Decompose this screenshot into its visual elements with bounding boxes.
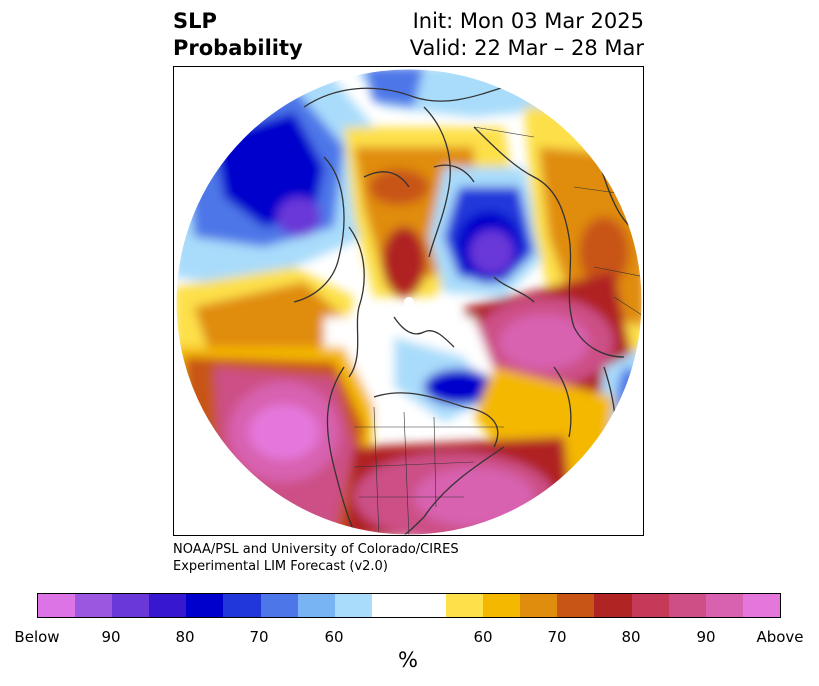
colorbar-segment bbox=[334, 594, 372, 617]
colorbar-segment bbox=[223, 594, 261, 617]
colorbar-tick-80-below: 80 bbox=[175, 628, 195, 646]
title-right: Init: Mon 03 Mar 2025 Valid: 22 Mar – 28… bbox=[410, 8, 644, 62]
colorbar-tick-above: Above bbox=[756, 628, 804, 646]
colorbar-segment bbox=[668, 594, 706, 617]
title-left: SLP Probability bbox=[173, 8, 303, 62]
colorbar-unit: % bbox=[398, 648, 418, 672]
colorbar-tick-70-above: 70 bbox=[547, 628, 567, 646]
colorbar-tick-90-below: 90 bbox=[101, 628, 121, 646]
title-type: Probability bbox=[173, 36, 303, 60]
colorbar-tick-90-above: 90 bbox=[696, 628, 716, 646]
colorbar-segment bbox=[371, 594, 447, 617]
colorbar-segment bbox=[742, 594, 780, 617]
colorbar-segment bbox=[38, 594, 76, 617]
credit-line-2: Experimental LIM Forecast (v2.0) bbox=[173, 559, 388, 574]
colorbar-tick-60-above: 60 bbox=[473, 628, 493, 646]
valid-range: Valid: 22 Mar – 28 Mar bbox=[409, 36, 644, 60]
map-panel bbox=[173, 66, 644, 536]
colorbar-tick-80-above: 80 bbox=[621, 628, 641, 646]
colorbar-segment bbox=[297, 594, 335, 617]
colorbar-segment bbox=[483, 594, 521, 617]
colorbar-segment bbox=[112, 594, 150, 617]
init-date: Init: Mon 03 Mar 2025 bbox=[412, 9, 644, 33]
colorbar-segment bbox=[149, 594, 187, 617]
credit: NOAA/PSL and University of Colorado/CIRE… bbox=[173, 541, 459, 575]
colorbar bbox=[37, 593, 781, 618]
colorbar-segment bbox=[520, 594, 558, 617]
colorbar-tick-70-below: 70 bbox=[249, 628, 269, 646]
title-variable: SLP bbox=[173, 9, 217, 33]
polar-map bbox=[175, 68, 643, 535]
colorbar-segment bbox=[446, 594, 484, 617]
colorbar-segment bbox=[186, 594, 224, 617]
colorbar-segment bbox=[75, 594, 113, 617]
credit-line-1: NOAA/PSL and University of Colorado/CIRE… bbox=[173, 542, 459, 557]
colorbar-segment bbox=[705, 594, 743, 617]
political-borders bbox=[353, 126, 642, 535]
north-pole-marker bbox=[404, 297, 414, 307]
colorbar-segment bbox=[631, 594, 669, 617]
colorbar-segment bbox=[594, 594, 632, 617]
colorbar-segment bbox=[260, 594, 298, 617]
colorbar-tick-below: Below bbox=[14, 628, 60, 646]
colorbar-segment bbox=[557, 594, 595, 617]
colorbar-tick-60-below: 60 bbox=[324, 628, 344, 646]
